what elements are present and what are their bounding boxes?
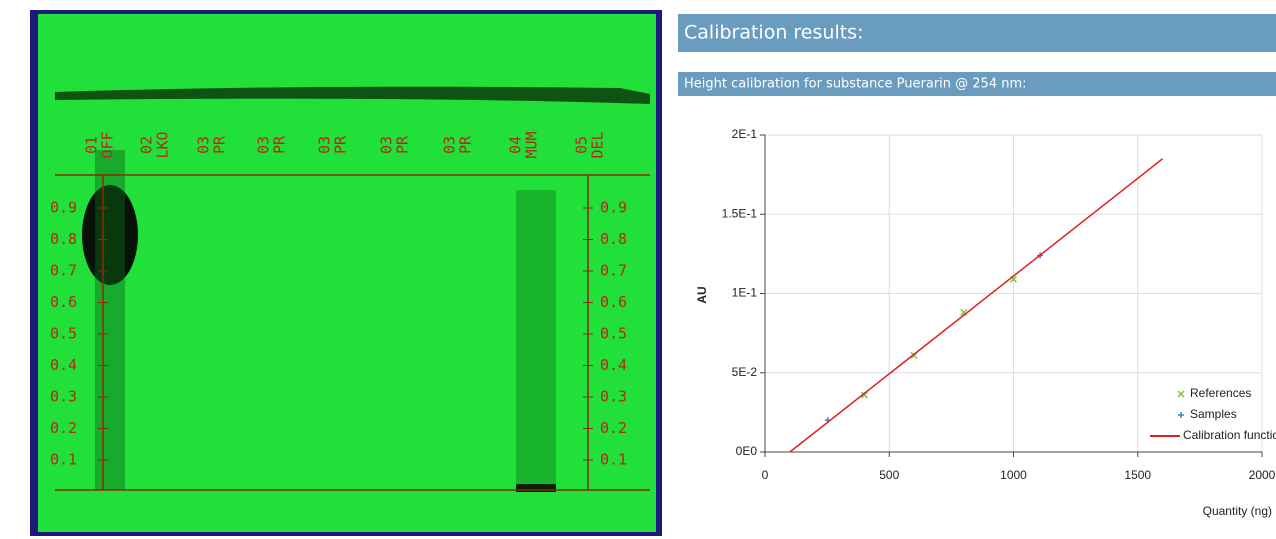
lane-label: MUM — [523, 131, 541, 158]
legend-swatch — [1178, 412, 1184, 418]
x-tick-label: 1000 — [1000, 468, 1027, 482]
x-tick-label: 0 — [762, 468, 769, 482]
spot — [516, 484, 556, 492]
rf-label: 0.3 — [50, 388, 77, 406]
y-tick-label: 5E-2 — [732, 365, 758, 379]
lane-label: PR — [457, 135, 475, 154]
lane-label: PR — [332, 135, 350, 154]
rf-label: 0.9 — [50, 199, 77, 217]
rf-label: 0.6 — [600, 293, 627, 311]
legend-label: References — [1190, 386, 1251, 400]
y-axis-label: AU — [695, 286, 709, 303]
rf-label: 0.7 — [600, 262, 627, 280]
calibration-line — [790, 159, 1163, 452]
rf-label: 0.7 — [50, 262, 77, 280]
lane-label: PR — [271, 135, 289, 154]
y-tick-label: 2E-1 — [732, 127, 758, 141]
legend-label: Samples — [1190, 407, 1237, 421]
y-tick-label: 1E-1 — [732, 286, 758, 300]
rf-label: 0.3 — [600, 388, 627, 406]
x-axis-label: Quantity (ng) — [1203, 504, 1272, 518]
rf-label: 0.9 — [600, 199, 627, 217]
lane-label: PR — [394, 135, 412, 154]
x-tick-label: 1500 — [1124, 468, 1151, 482]
screen: 01OFF02LKO03PR03PR03PR03PR03PR04MUM05DEL… — [0, 0, 1276, 539]
rf-label: 0.2 — [600, 419, 627, 437]
rf-label: 0.8 — [50, 230, 77, 248]
lane-label: LKO — [154, 131, 172, 158]
x-tick-label: 500 — [879, 468, 899, 482]
y-tick-label: 1.5E-1 — [722, 206, 758, 220]
chart: 0 500 1000 1500 2000 0E0 5E-2 1E-1 1.5E-1 2E-1 Ref… — [722, 127, 1276, 482]
y-tick-label: 0E0 — [736, 444, 758, 458]
rf-label: 0.5 — [600, 325, 627, 343]
rf-label: 0.1 — [600, 451, 627, 469]
rf-label: 0.5 — [50, 325, 77, 343]
rf-label: 0.6 — [50, 293, 77, 311]
legend-swatch — [1178, 391, 1184, 397]
legend-label: Calibration function — [1183, 428, 1276, 442]
x-tick-label: 2000 — [1249, 468, 1276, 482]
rf-label: 0.4 — [50, 356, 77, 374]
rf-label: 0.8 — [600, 230, 627, 248]
subtitle: Height calibration for substance Puerari… — [684, 77, 1027, 92]
lane-stain — [516, 190, 556, 490]
rf-label: 0.1 — [50, 451, 77, 469]
rf-label: 0.2 — [50, 419, 77, 437]
rf-label: 0.4 — [600, 356, 627, 374]
title: Calibration results: — [684, 22, 863, 44]
lane-label: DEL — [589, 131, 607, 158]
lane-stain — [95, 150, 125, 490]
lane-label: OFF — [99, 131, 117, 158]
lane-label: PR — [211, 135, 229, 154]
